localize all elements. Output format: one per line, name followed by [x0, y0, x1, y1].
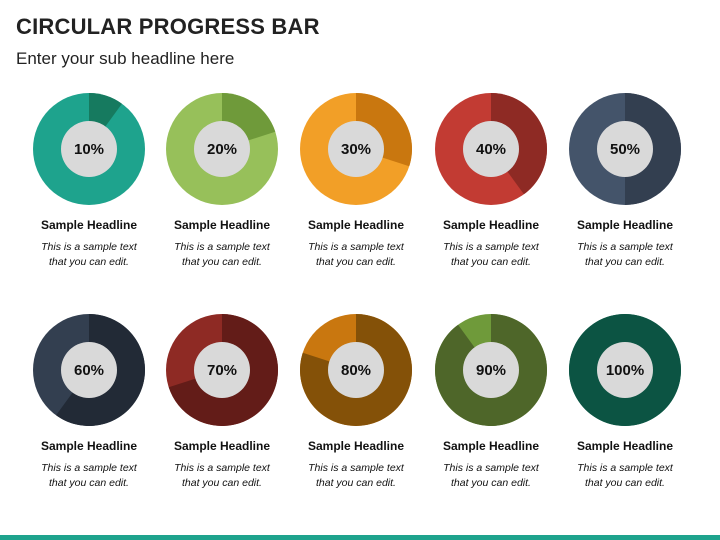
item-description-line2: that you can edit.	[585, 477, 665, 489]
item-description-line1: This is a sample text	[174, 241, 270, 253]
progress-item-70: 70% Sample Headline This is a sample tex…	[155, 313, 289, 491]
progress-percent-label: 60%	[74, 362, 104, 379]
item-description-line1: This is a sample text	[41, 241, 137, 253]
donut-inner-circle	[61, 121, 117, 177]
progress-item-100: 100% Sample Headline This is a sample te…	[558, 313, 692, 491]
progress-item-10: 10% Sample Headline This is a sample tex…	[22, 92, 156, 270]
item-description: This is a sample text that you can edit.	[289, 240, 423, 270]
progress-donut: 20%	[166, 93, 278, 205]
item-description-line2: that you can edit.	[182, 256, 262, 268]
progress-donut: 90%	[435, 314, 548, 426]
donut-inner-circle	[597, 121, 653, 177]
item-headline: Sample Headline	[442, 439, 540, 453]
progress-percent-label: 10%	[74, 141, 104, 158]
item-description: This is a sample text that you can edit.	[22, 461, 156, 491]
item-headline: Sample Headline	[40, 218, 138, 232]
item-description-line1: This is a sample text	[41, 462, 137, 474]
page-subtitle: Enter your sub headline here	[16, 49, 235, 68]
progress-item-40: 40% Sample Headline This is a sample tex…	[424, 92, 558, 270]
progress-donut: 30%	[300, 93, 412, 205]
progress-donut: 40%	[435, 93, 547, 205]
item-description-line2: that you can edit.	[451, 256, 531, 268]
item-headline: Sample Headline	[173, 439, 271, 453]
progress-item-50: 50% Sample Headline This is a sample tex…	[558, 92, 692, 270]
progress-donut: 60%	[33, 314, 146, 426]
item-headline: Sample Headline	[576, 439, 674, 453]
item-description: This is a sample text that you can edit.	[22, 240, 156, 270]
bottom-accent-bar	[0, 535, 720, 540]
item-description-line1: This is a sample text	[443, 462, 539, 474]
progress-percent-label: 90%	[476, 362, 506, 379]
progress-percent-label: 70%	[207, 362, 237, 379]
progress-item-90: 90% Sample Headline This is a sample tex…	[424, 313, 558, 491]
item-description: This is a sample text that you can edit.	[424, 240, 558, 270]
progress-donut: 50%	[569, 93, 681, 205]
item-description-line2: that you can edit.	[316, 256, 396, 268]
donut-inner-circle	[194, 342, 250, 398]
item-description-line2: that you can edit.	[451, 477, 531, 489]
progress-donut: 80%	[300, 314, 413, 426]
item-description-line2: that you can edit.	[182, 477, 262, 489]
progress-percent-label: 80%	[341, 362, 371, 379]
donut-inner-circle	[194, 121, 250, 177]
progress-item-20: 20% Sample Headline This is a sample tex…	[155, 92, 289, 270]
page-title: CIRCULAR PROGRESS BAR	[16, 14, 320, 39]
item-description-line2: that you can edit.	[316, 477, 396, 489]
donut-inner-circle	[463, 342, 519, 398]
donut-progress-arc	[491, 93, 547, 195]
progress-donut: 100%	[568, 314, 681, 426]
item-description: This is a sample text that you can edit.	[155, 240, 289, 270]
item-description-line2: that you can edit.	[585, 256, 665, 268]
item-description: This is a sample text that you can edit.	[424, 461, 558, 491]
item-description: This is a sample text that you can edit.	[289, 461, 423, 491]
item-headline: Sample Headline	[442, 218, 540, 232]
item-headline: Sample Headline	[173, 218, 271, 232]
progress-donut: 70%	[166, 314, 279, 426]
item-description-line1: This is a sample text	[443, 241, 539, 253]
donut-inner-circle	[463, 121, 519, 177]
item-headline: Sample Headline	[40, 439, 138, 453]
item-headline: Sample Headline	[307, 439, 405, 453]
item-description-line1: This is a sample text	[577, 462, 673, 474]
progress-percent-label: 30%	[341, 141, 371, 158]
progress-item-80: 80% Sample Headline This is a sample tex…	[289, 313, 423, 491]
item-description-line2: that you can edit.	[49, 256, 129, 268]
progress-percent-label: 50%	[610, 141, 640, 158]
progress-percent-label: 40%	[476, 141, 506, 158]
item-description-line1: This is a sample text	[174, 462, 270, 474]
progress-item-30: 30% Sample Headline This is a sample tex…	[289, 92, 423, 270]
item-description: This is a sample text that you can edit.	[155, 461, 289, 491]
progress-item-60: 60% Sample Headline This is a sample tex…	[22, 313, 156, 491]
progress-percent-label: 100%	[606, 362, 644, 379]
item-description-line2: that you can edit.	[49, 477, 129, 489]
progress-donut: 10%	[33, 93, 145, 205]
item-description: This is a sample text that you can edit.	[558, 240, 692, 270]
item-description-line1: This is a sample text	[308, 462, 404, 474]
item-headline: Sample Headline	[576, 218, 674, 232]
donut-inner-circle	[61, 342, 117, 398]
item-description-line1: This is a sample text	[577, 241, 673, 253]
donut-inner-circle	[328, 342, 384, 398]
item-description: This is a sample text that you can edit.	[558, 461, 692, 491]
donut-inner-circle	[328, 121, 384, 177]
progress-percent-label: 20%	[207, 141, 237, 158]
item-description-line1: This is a sample text	[308, 241, 404, 253]
item-headline: Sample Headline	[307, 218, 405, 232]
donut-inner-circle	[597, 342, 653, 398]
